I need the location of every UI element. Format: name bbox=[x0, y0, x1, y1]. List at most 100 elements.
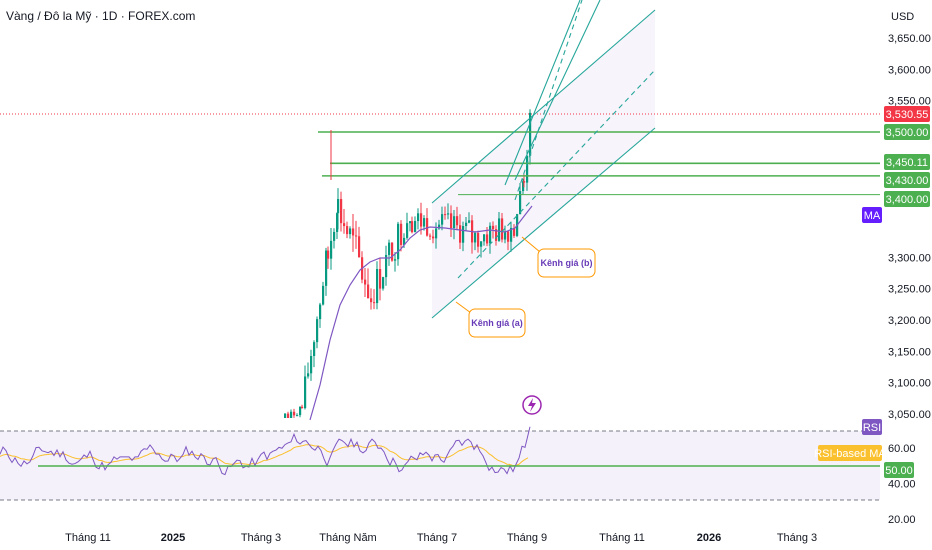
time-axis: Tháng 11 2025 Tháng 3 Tháng Năm Tháng 7 Tháng… bbox=[65, 532, 817, 544]
candle-body bbox=[414, 221, 417, 233]
candle-body bbox=[474, 232, 477, 243]
candle-body bbox=[432, 236, 435, 239]
candle-body bbox=[453, 216, 456, 229]
candle-body bbox=[483, 234, 486, 242]
candle-body bbox=[352, 228, 355, 236]
ma-line bbox=[309, 205, 533, 421]
price-tick: 3,550.00 bbox=[888, 96, 931, 108]
candle-body bbox=[337, 199, 340, 214]
time-label: Tháng 3 bbox=[241, 532, 281, 544]
candle-body bbox=[423, 218, 426, 227]
candle-body bbox=[388, 242, 391, 255]
annotation-box bbox=[468, 308, 526, 338]
price-tick: 3,200.00 bbox=[888, 315, 931, 327]
candle-body bbox=[367, 284, 370, 299]
price-tag-text: 3,500.00 bbox=[886, 127, 929, 139]
candle-body bbox=[435, 228, 438, 239]
candle-body bbox=[316, 319, 319, 343]
ma-tag-text: MA bbox=[864, 210, 881, 222]
rsi-ma-line bbox=[0, 444, 529, 467]
candle-body bbox=[296, 415, 299, 417]
candle-body bbox=[336, 213, 339, 232]
candle-body bbox=[301, 406, 304, 409]
price-tick: 3,650.00 bbox=[888, 33, 931, 45]
chart-title: Vàng / Đô la Mỹ · 1D · FOREX.com bbox=[6, 9, 196, 23]
price-tag-text: 3,400.00 bbox=[886, 194, 929, 206]
time-label: Tháng 3 bbox=[777, 532, 817, 544]
candle-body bbox=[529, 112, 532, 156]
candle-body bbox=[403, 237, 406, 245]
candle-body bbox=[355, 235, 358, 237]
candle-body bbox=[397, 223, 400, 260]
candle-body bbox=[486, 234, 489, 244]
annotation-box bbox=[537, 248, 596, 278]
candle-body bbox=[284, 413, 287, 418]
candle-body bbox=[391, 242, 394, 261]
candle-body bbox=[290, 411, 293, 418]
candle-body bbox=[370, 298, 373, 303]
price-tick: 3,050.00 bbox=[888, 409, 931, 421]
channel-line bbox=[431, 9, 656, 204]
rsi-tick: 60.00 bbox=[888, 443, 916, 455]
candle-body bbox=[304, 376, 307, 409]
candle-body bbox=[313, 342, 316, 357]
rsi-tick: 40.00 bbox=[888, 479, 916, 491]
candle-body bbox=[507, 231, 510, 242]
ma-tag-bg bbox=[862, 207, 882, 223]
annotation-text: Kênh giá (a) bbox=[471, 318, 523, 328]
candle-body bbox=[462, 225, 465, 243]
time-label: Tháng 9 bbox=[507, 532, 547, 544]
candle-body bbox=[426, 218, 429, 236]
candle-body bbox=[501, 218, 504, 240]
rsi-level-tag-text: 50.00 bbox=[885, 465, 913, 477]
time-label: Tháng 11 bbox=[65, 532, 111, 544]
price-tick: 3,300.00 bbox=[888, 252, 931, 264]
rsi-ma-tag-text: RSI-based MA bbox=[814, 448, 886, 460]
price-tag-bg bbox=[884, 154, 930, 170]
candle-body bbox=[406, 223, 409, 238]
lightning-icon[interactable] bbox=[522, 395, 542, 415]
candle-body bbox=[346, 226, 349, 235]
candle-body bbox=[358, 236, 361, 258]
candle-body bbox=[477, 232, 480, 247]
candle-body bbox=[307, 373, 310, 377]
candle-body bbox=[465, 222, 468, 226]
candle-body bbox=[385, 254, 388, 278]
candle-body bbox=[417, 213, 420, 222]
candle-body bbox=[409, 221, 412, 224]
channel-line bbox=[431, 127, 656, 319]
time-label: 2026 bbox=[697, 532, 721, 544]
rsi-line bbox=[0, 426, 531, 476]
channel-line bbox=[457, 69, 656, 279]
candle-body bbox=[299, 406, 302, 416]
time-label: Tháng Năm bbox=[319, 532, 376, 544]
price-tags: 3,530.55 3,500.00 3,450.11 3,430.00 3,400.00… bbox=[814, 106, 930, 478]
channel-line bbox=[514, 0, 583, 201]
candle-body bbox=[400, 223, 403, 245]
annotation-pointer bbox=[455, 301, 472, 314]
candle-body bbox=[480, 241, 483, 247]
candle-body bbox=[364, 279, 367, 285]
ma-line-group bbox=[309, 205, 533, 421]
candle-body bbox=[441, 214, 444, 225]
price-tick: 3,600.00 bbox=[888, 64, 931, 76]
candle-body bbox=[519, 191, 522, 215]
candle-body bbox=[319, 304, 322, 320]
rsi-tag-text: RSI bbox=[863, 422, 881, 434]
candle-body bbox=[325, 250, 328, 286]
candle-body bbox=[504, 231, 507, 240]
candle-body bbox=[287, 413, 290, 418]
candle-body bbox=[394, 259, 397, 261]
candle-body bbox=[444, 214, 447, 216]
candle-body bbox=[523, 181, 526, 183]
time-label: Tháng 11 bbox=[599, 532, 645, 544]
rsi-group bbox=[0, 426, 880, 476]
candle-body bbox=[310, 356, 313, 374]
channel-lines bbox=[431, 0, 656, 319]
candle-body bbox=[293, 411, 296, 416]
candle-body bbox=[327, 250, 330, 259]
price-tag-text: 3,430.00 bbox=[886, 175, 929, 187]
candle-body bbox=[498, 218, 501, 241]
price-tag-bg bbox=[884, 124, 930, 140]
